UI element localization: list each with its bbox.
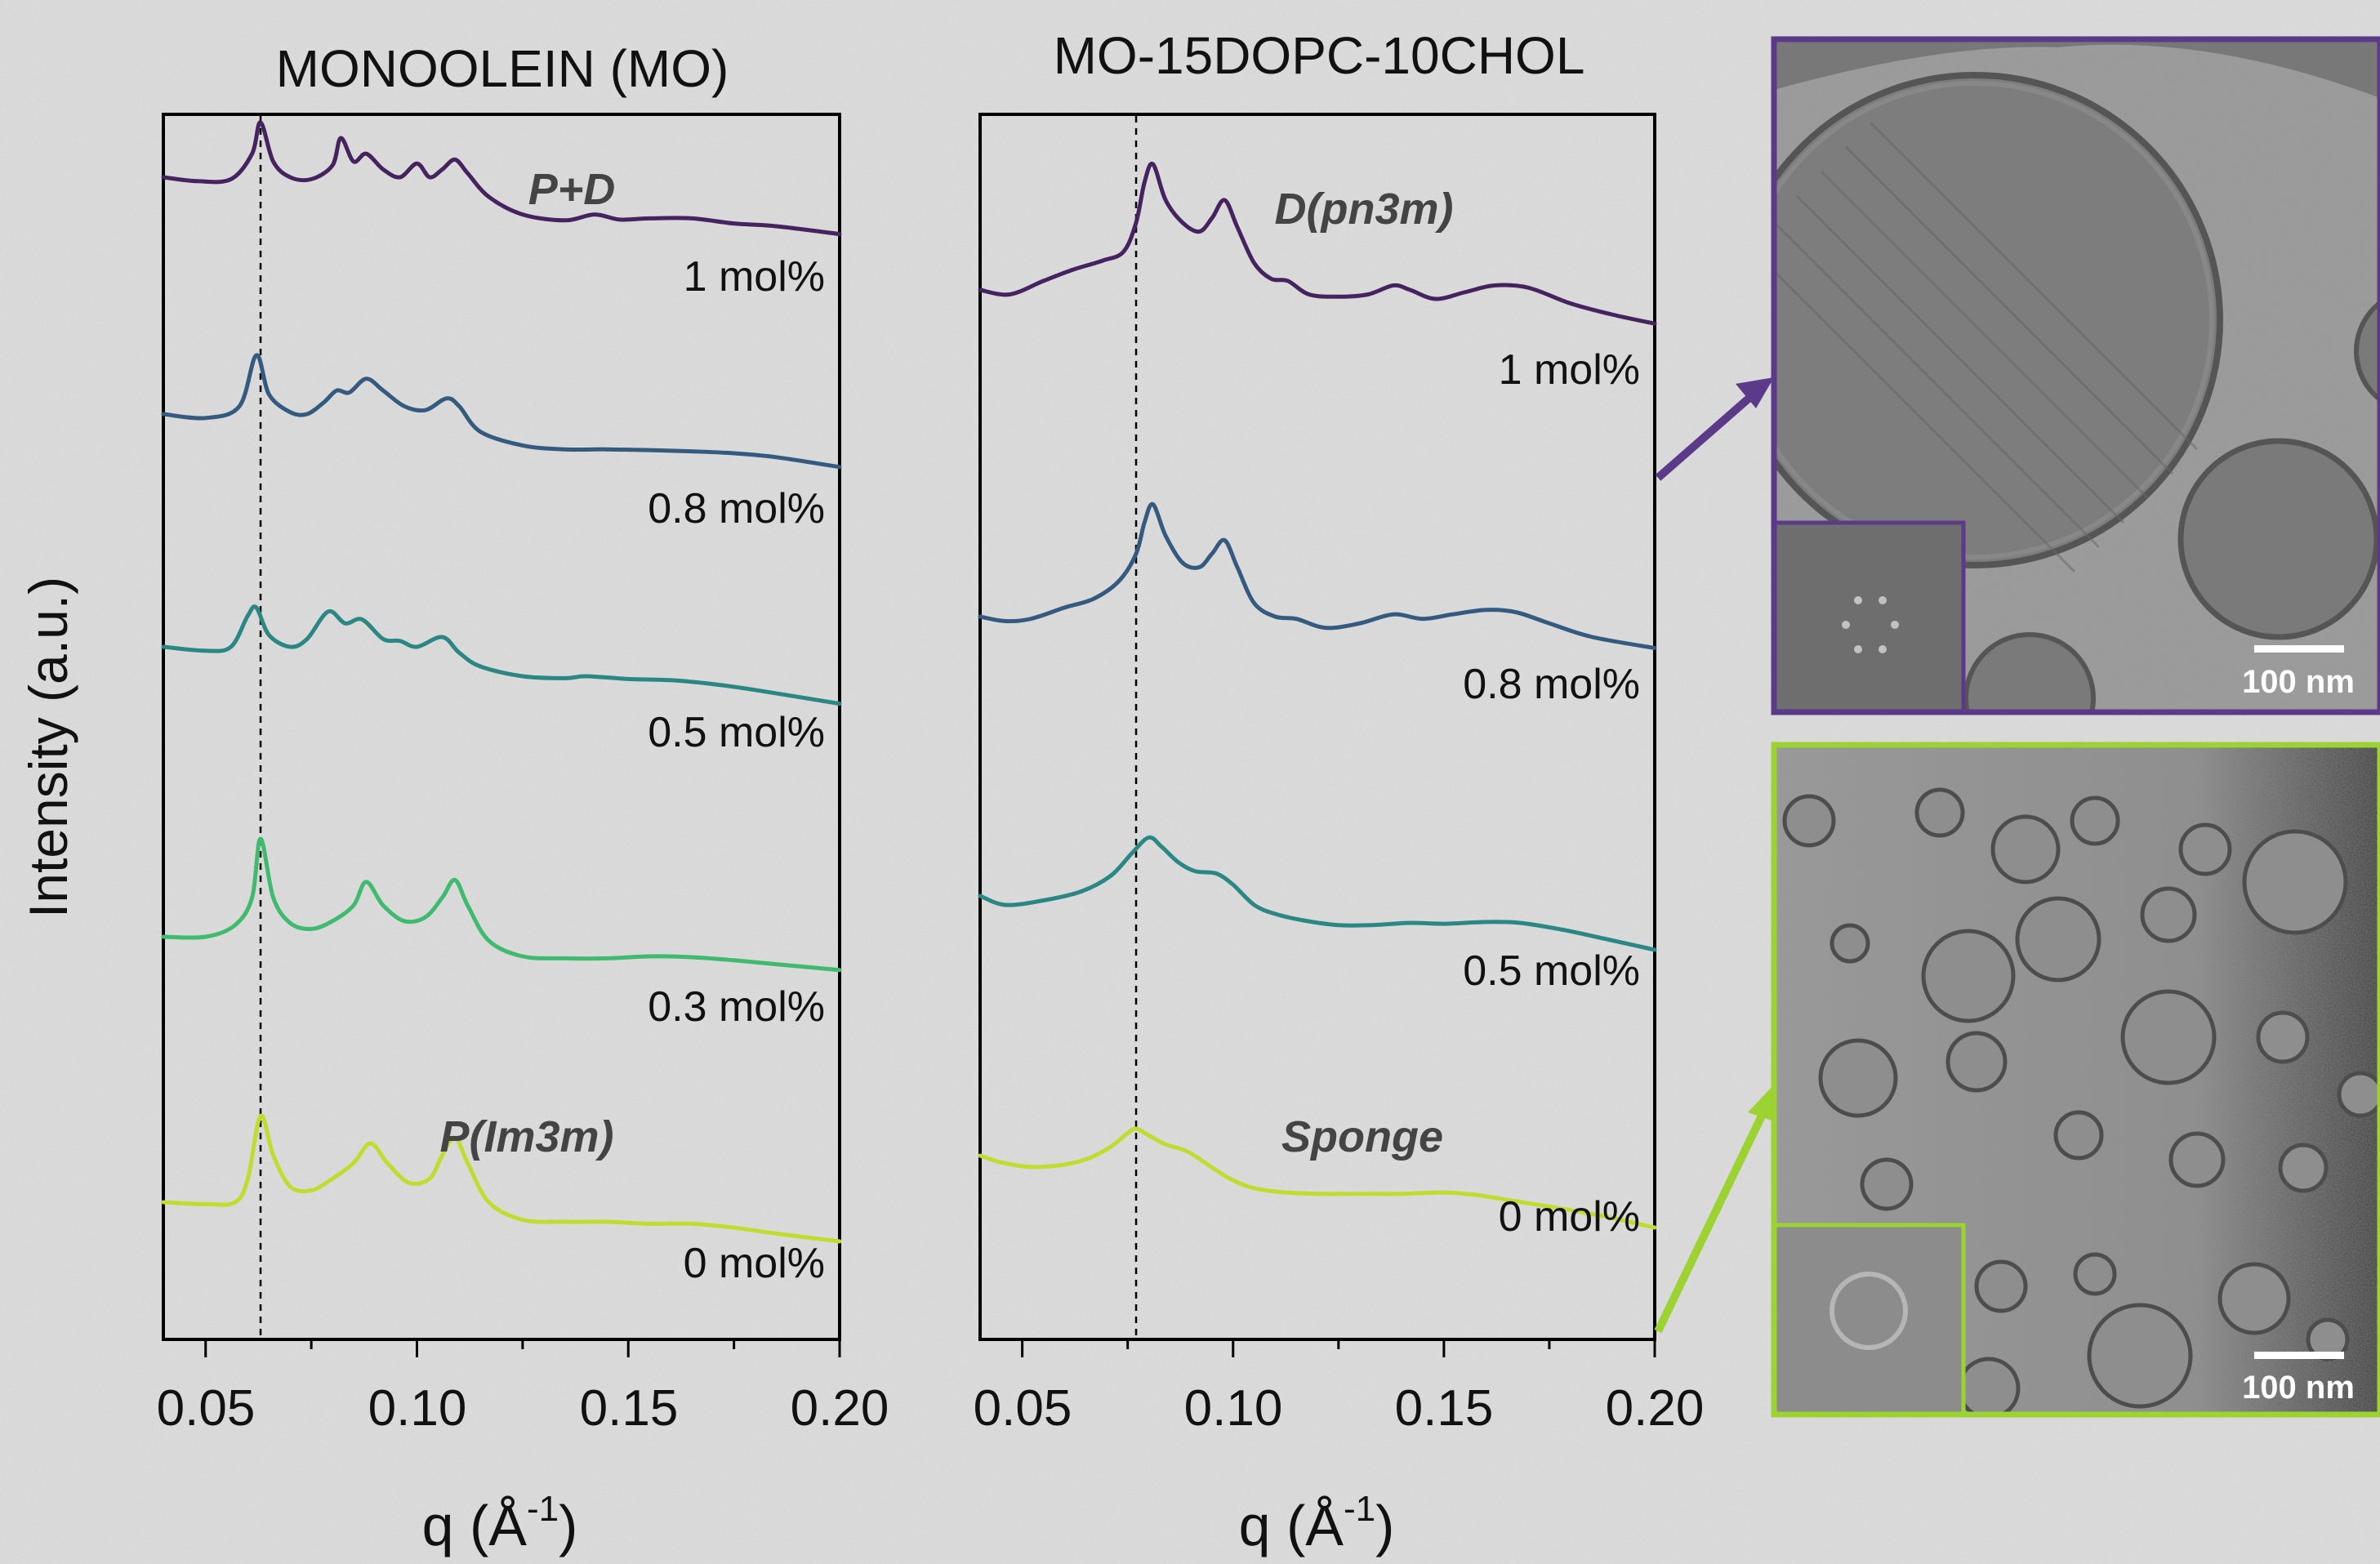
phase-labels: D(pn3m) Sponge [1275, 185, 1454, 1161]
micrograph-border [1771, 742, 2380, 1418]
x-axis-label: q (Å-1) [422, 1489, 578, 1557]
series-label-0-8-mol: 0.8 mol% [648, 485, 825, 532]
x-axis-label-main: q (Å [1239, 1494, 1344, 1557]
trace-0-8-mol [978, 501, 1657, 650]
phase-label-d-pn3m: D(pn3m) [1275, 185, 1454, 234]
panel-title: MO-15DOPC-10CHOL [1054, 26, 1585, 85]
series-labels: 1 mol% 0.8 mol% 0.5 mol% 0 mol% [1463, 346, 1640, 1241]
traces [978, 161, 1657, 1230]
x-ticks [1021, 1339, 1656, 1357]
cubosome-large-inner [1774, 81, 2214, 559]
x-tick-label: 0.20 [791, 1380, 889, 1437]
panel-monoolein: MONOOLEIN (MO) 0.05 0.10 0.15 0.20 q (Å-… [157, 39, 889, 1557]
x-ticks [204, 1339, 841, 1357]
series-label-1-mol: 1 mol% [684, 253, 825, 301]
traces [161, 120, 842, 1244]
trace-1-mol [161, 120, 842, 237]
plot-frame [162, 113, 841, 1341]
x-axis-label-sup: -1 [1344, 1489, 1375, 1529]
scale-bar [2254, 645, 2344, 653]
fft-ring [1830, 1272, 1908, 1350]
series-label-0-5-mol: 0.5 mol% [1463, 947, 1640, 995]
fft-inset [1774, 520, 1966, 712]
x-tick-labels: 0.05 0.10 0.15 0.20 [974, 1380, 1705, 1437]
trace-0-5-mol [161, 604, 842, 706]
scale-bar-label: 100 nm [2242, 664, 2355, 700]
panel-title: MONOOLEIN (MO) [276, 39, 729, 98]
series-label-0-8-mol: 0.8 mol% [1463, 661, 1640, 708]
plot-frame [978, 113, 1656, 1341]
cubosome-small [2177, 438, 2380, 640]
x-tick-label: 0.15 [1395, 1380, 1494, 1437]
arrow-1-mol [1655, 389, 1759, 481]
fft-spots [1842, 596, 1899, 653]
x-tick-labels: 0.05 0.10 0.15 0.20 [157, 1380, 889, 1437]
micrograph-border [1771, 36, 2380, 715]
series-label-0-mol: 0 mol% [1499, 1193, 1640, 1241]
fft-inset [1774, 1223, 1966, 1415]
x-tick-label: 0.10 [368, 1380, 467, 1437]
tem-top-shadow [1774, 39, 2380, 98]
x-tick-label: 0.15 [580, 1380, 679, 1437]
x-tick-label: 0.05 [157, 1380, 256, 1437]
trace-0-3-mol [161, 836, 842, 973]
vesicles [1782, 787, 2380, 1415]
arrow-0-mol [1654, 1108, 1768, 1334]
x-axis-label-main: q (Å [422, 1494, 528, 1557]
x-tick-label: 0.10 [1184, 1380, 1283, 1437]
series-label-1-mol: 1 mol% [1499, 346, 1640, 394]
trace-0-mol [161, 1113, 842, 1244]
series-label-0-5-mol: 0.5 mol% [648, 709, 825, 756]
x-axis-label-sup: -1 [527, 1489, 559, 1529]
trace-0-8-mol [161, 353, 842, 470]
trace-1-mol [978, 161, 1657, 326]
series-labels: 1 mol% 0.8 mol% 0.5 mol% 0.3 mol% 0 mol% [648, 253, 825, 1287]
phase-label-p-im3m: P(Im3m) [439, 1112, 613, 1161]
phase-labels: P+D P(Im3m) [439, 165, 615, 1161]
micrograph-vesicles: 100 nm [1771, 742, 2380, 1418]
scale-bar-label: 100 nm [2242, 1370, 2355, 1406]
scale-bar [2254, 1352, 2344, 1359]
x-tick-label: 0.20 [1606, 1380, 1705, 1437]
cubosome-bottom [1963, 632, 2096, 712]
cubosome-large [1774, 72, 2223, 568]
x-axis-label-close: ) [559, 1494, 577, 1557]
x-tick-label: 0.05 [974, 1380, 1072, 1437]
x-axis-label-close: ) [1375, 1494, 1394, 1557]
trace-0-5-mol [978, 835, 1657, 952]
cubosome-edge [2354, 300, 2380, 403]
trace-0-mol [978, 1126, 1657, 1230]
x-axis-label: q (Å-1) [1239, 1489, 1395, 1557]
series-label-0-mol: 0 mol% [684, 1240, 825, 1287]
phase-label-p-plus-d: P+D [528, 165, 616, 214]
lattice-fringes [1774, 121, 2199, 573]
panel-mo-15dopc-10chol: MO-15DOPC-10CHOL 0.05 0.10 0.15 0.20 q (… [974, 26, 1705, 1557]
phase-label-sponge: Sponge [1281, 1112, 1443, 1161]
micrograph-cubosome: 100 nm [1771, 36, 2380, 715]
y-axis-label: Intensity (a.u.) [18, 577, 78, 918]
series-label-0-3-mol: 0.3 mol% [648, 983, 825, 1031]
arrow-head-1-mol [1736, 377, 1774, 408]
